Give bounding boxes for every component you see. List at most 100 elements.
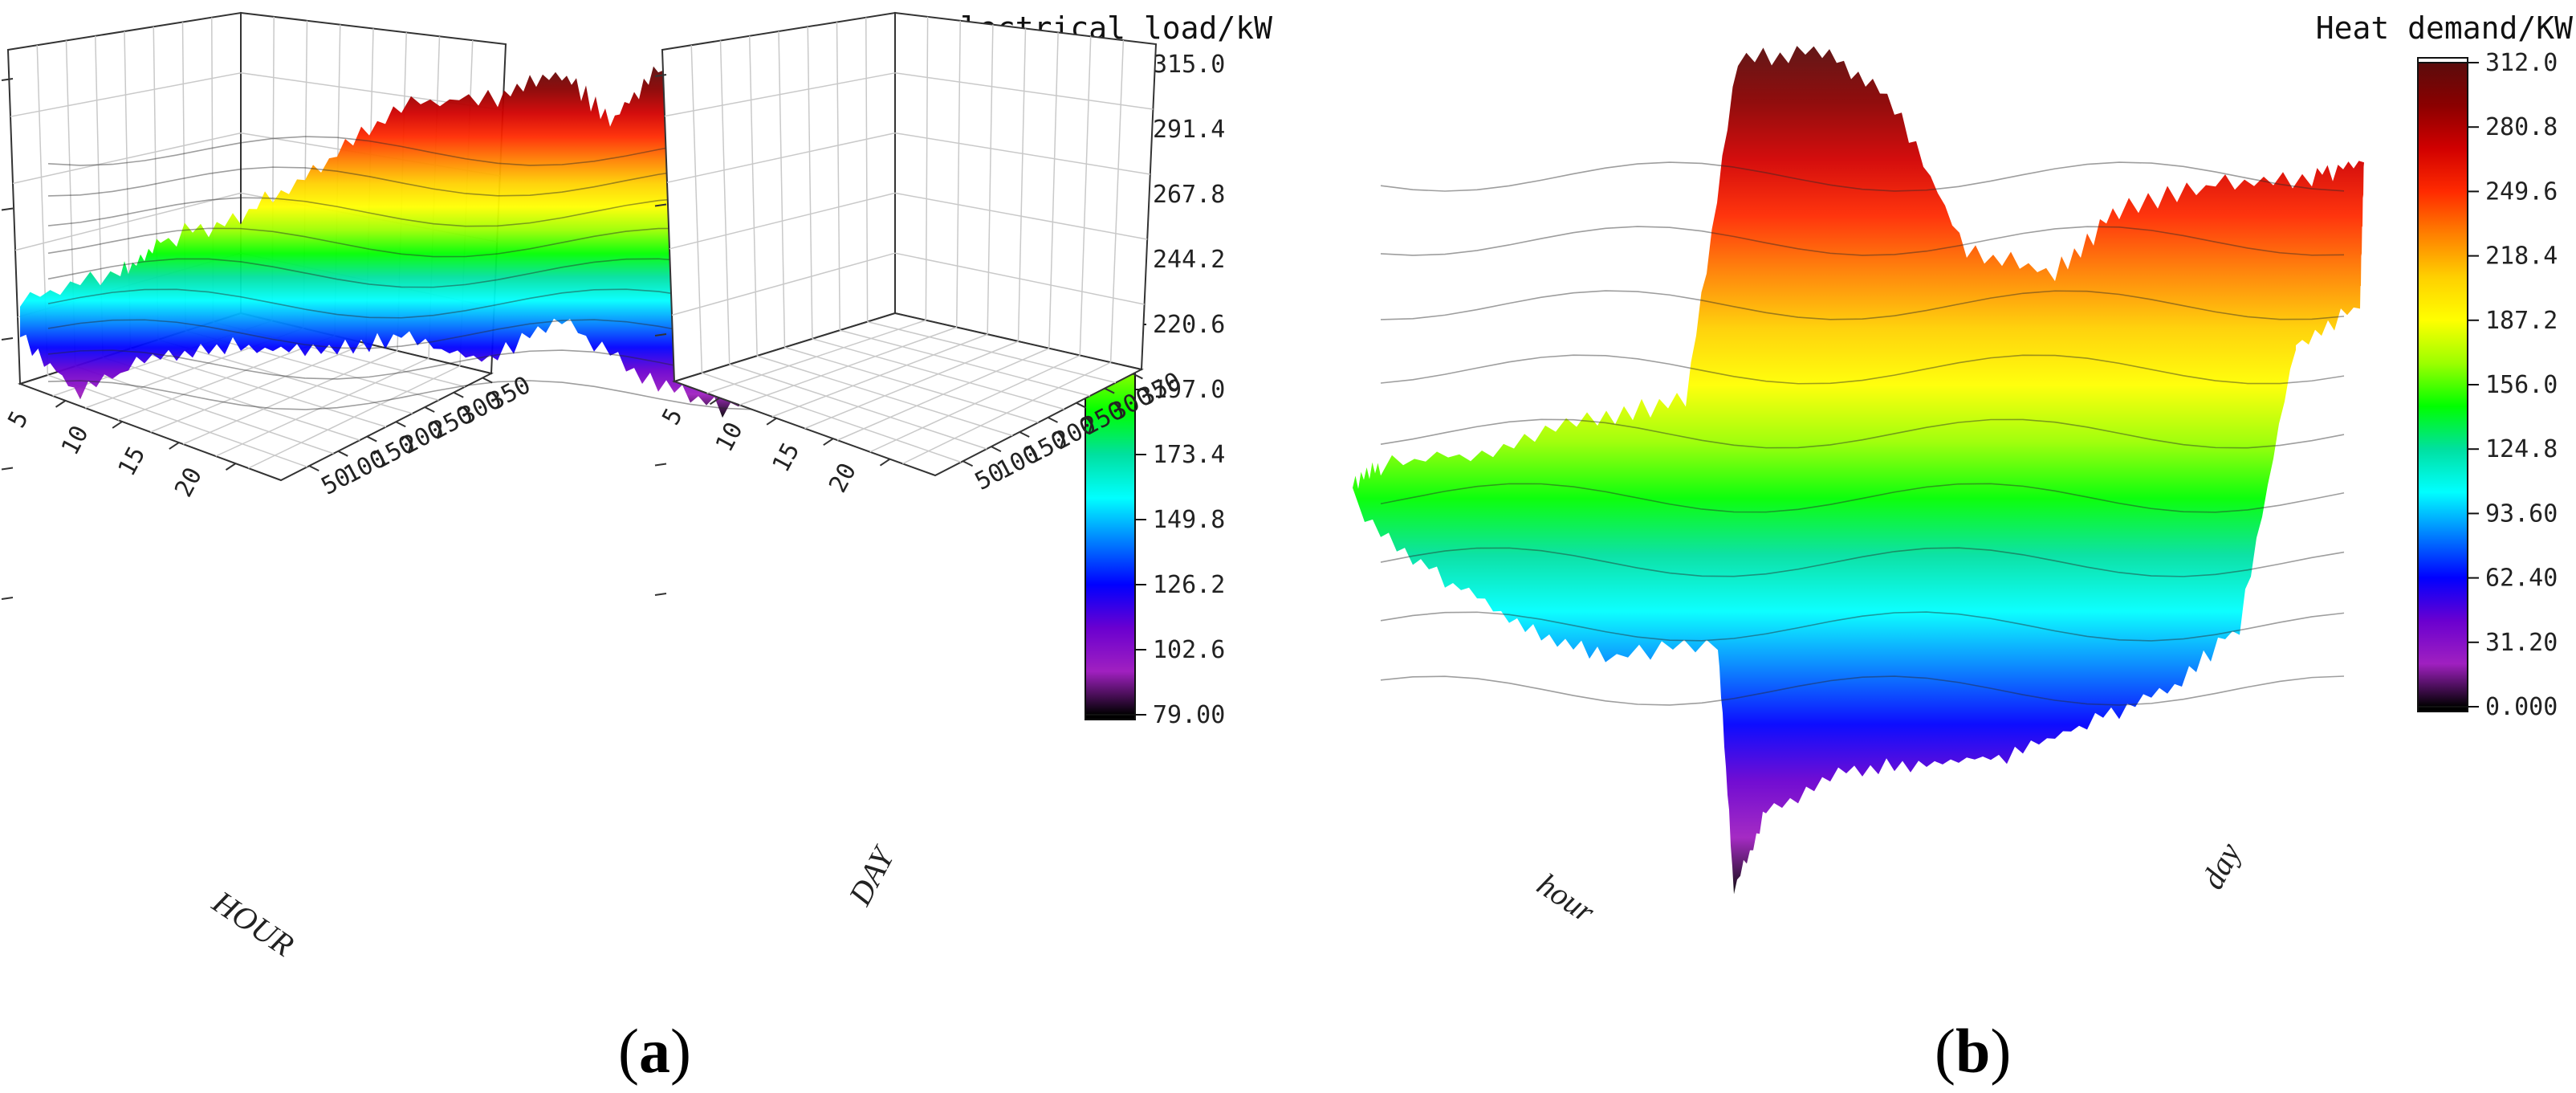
panel-a-hour-tick-mark bbox=[55, 400, 67, 408]
panel-a-colorbar-tick-label: 126.2 bbox=[1153, 571, 1225, 599]
panel-a-colorbar-tick-label: 220.6 bbox=[1153, 311, 1225, 339]
panel-b-hour-tick-mark bbox=[823, 438, 834, 447]
panel-a-grid-line bbox=[157, 339, 413, 414]
panel-a-hour-tick-label: 10 bbox=[56, 421, 95, 459]
panel-b-colorbar-bottom-cap bbox=[2417, 706, 2468, 712]
panel-b-colorbar-tick-label: 218.4 bbox=[2485, 243, 2558, 271]
panel-b-hour-tick-label: 5 bbox=[657, 404, 688, 430]
panel-a-hour-tick-mark bbox=[169, 442, 180, 450]
panel-b-contour-line bbox=[1380, 483, 2345, 513]
panel-b-day-tick-mark bbox=[991, 446, 1002, 452]
panel-b-grid-line bbox=[812, 338, 1064, 410]
panel-b-grid-line bbox=[894, 252, 1145, 305]
panel-b-z-tick bbox=[654, 333, 667, 336]
panel-b-colorbar-tick-label: 156.0 bbox=[2485, 371, 2558, 399]
panel-b-contour-line bbox=[1380, 354, 2345, 385]
panel-b-grid-line bbox=[778, 31, 786, 348]
panel-b-colorbar-tick-label: 93.60 bbox=[2485, 500, 2558, 528]
panel-a-label: (a) bbox=[618, 1016, 691, 1086]
panel-b-colorbar-top-cap bbox=[2417, 57, 2468, 63]
panel-b-grid-line bbox=[836, 22, 840, 331]
panel-a-z-tick bbox=[1, 78, 14, 81]
panel-b-hour-tick-mark bbox=[709, 397, 721, 406]
panel-b-grid-line bbox=[719, 40, 730, 365]
panel-b-grid-line bbox=[1079, 36, 1092, 356]
panel-b-contour-line bbox=[1380, 290, 2345, 320]
panel-b-grid-line bbox=[749, 35, 758, 357]
panel-a-grid-line bbox=[14, 192, 242, 251]
panel-b-colorbar-tick-label: 31.20 bbox=[2485, 629, 2558, 657]
panel-b-day-tick-mark bbox=[1104, 387, 1115, 394]
panel-b-hour-tick-label: 15 bbox=[767, 438, 806, 477]
panel-a-grid-line bbox=[182, 350, 398, 445]
panel-a-hour-tick-label: 20 bbox=[169, 463, 208, 502]
panel-b-day-tick-mark bbox=[1048, 416, 1058, 423]
panel-b-hour-tick-mark bbox=[766, 417, 777, 426]
panel-a-day-tick-mark bbox=[453, 391, 464, 398]
panel-b-contour-line bbox=[1380, 226, 2345, 256]
panel-b-grid-line bbox=[671, 252, 896, 316]
panel-b-grid-line bbox=[894, 192, 1148, 240]
panel-b-day-tick-mark bbox=[1019, 431, 1030, 438]
panel-b-surface-body bbox=[1353, 46, 2364, 895]
panel-a-colorbar-tick-label: 79.00 bbox=[1153, 701, 1225, 729]
panel-b-day-tick-mark bbox=[1132, 373, 1143, 380]
panel-b-letter: b bbox=[1955, 1016, 1990, 1086]
panel-b-colorbar-tick-label: 187.2 bbox=[2485, 307, 2558, 335]
panel-b-day-tick-mark bbox=[1076, 402, 1087, 409]
panel-a-day-tick-mark bbox=[482, 377, 493, 384]
panel-b-z-tick bbox=[654, 203, 667, 207]
panel-b-contour-line bbox=[1380, 547, 2345, 577]
panel-b-grid-line bbox=[1017, 28, 1027, 342]
panel-a-z-tick bbox=[1, 207, 14, 211]
panel-b-z-tick bbox=[654, 74, 667, 77]
panel-b-grid-line bbox=[664, 72, 896, 117]
panel-b-colorbar-tick-label: 280.8 bbox=[2485, 113, 2558, 141]
panel-a-colorbar-tick-label: 173.4 bbox=[1153, 441, 1225, 469]
panel-b-contour-line bbox=[1380, 418, 2345, 449]
panel-b-colorbar-tick-label: 0.000 bbox=[2485, 693, 2558, 721]
panel-a-day-tick-mark bbox=[395, 421, 406, 428]
panel-a-grid-line bbox=[10, 72, 242, 117]
panel-a-colorbar-tick-label: 267.8 bbox=[1153, 181, 1225, 209]
panel-a-colorbar-tick-label: 244.2 bbox=[1153, 246, 1225, 274]
panel-b-colorbar-bar bbox=[2417, 62, 2468, 708]
panel-b-colorbar-title: Heat demand/KW bbox=[2316, 10, 2573, 46]
panel-a-z-tick bbox=[1, 597, 14, 600]
panel-b-grid-line bbox=[894, 132, 1150, 175]
panel-b-hour-tick-label: 20 bbox=[824, 459, 862, 497]
panel-b-grid-line bbox=[902, 361, 1111, 465]
panel-a-colorbar-tick-label: 102.6 bbox=[1153, 636, 1225, 664]
panel-b-hour-tick-label: 10 bbox=[710, 418, 749, 456]
panel-b-label: (b) bbox=[1935, 1016, 2011, 1086]
panel-b-grid-line bbox=[669, 192, 896, 250]
panel-a-colorbar-tick-label: 291.4 bbox=[1153, 116, 1225, 144]
panel-b-grid-line bbox=[987, 24, 994, 335]
panel-b-grid-line bbox=[869, 354, 1080, 453]
panel-a-day-tick-mark bbox=[308, 465, 319, 471]
panel-a-day-tick-mark bbox=[424, 406, 435, 413]
panel-b-grid-line bbox=[925, 16, 929, 320]
panel-b-colorbar: 312.0 280.8 249.6 218.4 187.2 156.0 124.8 93.60… bbox=[2417, 49, 2558, 721]
panel-b-grid-line bbox=[867, 320, 1117, 384]
panel-a-hour-label: HOUR bbox=[206, 883, 300, 964]
panel-b-grid-line bbox=[666, 132, 896, 183]
panel-b-grid-line bbox=[865, 17, 869, 322]
panel-b-z-tick bbox=[654, 593, 667, 596]
panel-b-day-tick-mark bbox=[962, 460, 974, 467]
panel-a-grid-line bbox=[12, 132, 242, 185]
panel-a-day-label: DAY bbox=[841, 839, 902, 912]
panel-b-colorbar-tick-label: 62.40 bbox=[2485, 565, 2558, 593]
panel-b-grid-line bbox=[690, 45, 703, 373]
panel-b-grid-line bbox=[840, 329, 1090, 397]
panel-b-grid-line bbox=[1048, 32, 1059, 349]
panel-a-day-tick-mark bbox=[366, 435, 377, 443]
panel-b-grid-line bbox=[956, 20, 961, 328]
panel-a-hour-tick-label: 15 bbox=[113, 442, 152, 480]
panel-a-colorbar-tick-label: 315.0 bbox=[1153, 51, 1225, 79]
panel-a-grid-line bbox=[248, 365, 461, 469]
panel-b-grid-line bbox=[894, 72, 1154, 110]
panel-b-surface bbox=[1353, 46, 2364, 895]
